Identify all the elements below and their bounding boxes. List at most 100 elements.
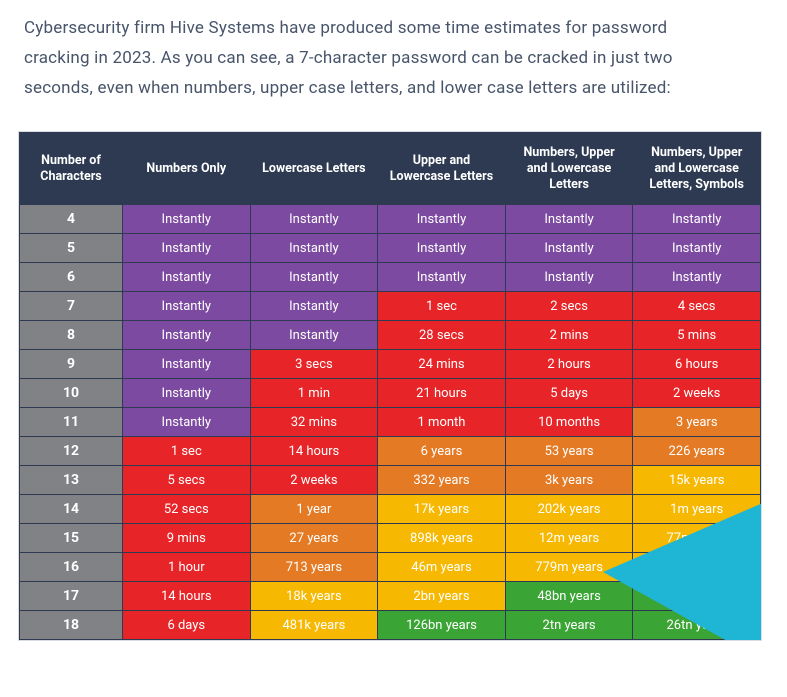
col-header: Upper and Lowercase Letters	[378, 133, 505, 204]
row-label: 4	[20, 205, 122, 233]
intro-paragraph: Cybersecurity firm Hive Systems have pro…	[0, 0, 740, 121]
time-cell: 2 secs	[506, 292, 633, 320]
time-cell: 9 mins	[123, 524, 250, 552]
time-cell: 17k years	[378, 495, 505, 523]
time-cell: Instantly	[506, 263, 633, 291]
time-cell: 14 hours	[251, 437, 378, 465]
time-cell: Instantly	[123, 379, 250, 407]
time-cell: 126bn years	[378, 611, 505, 639]
table-row: 5InstantlyInstantlyInstantlyInstantlyIns…	[20, 234, 760, 262]
time-cell: 1 year	[251, 495, 378, 523]
row-label: 16	[20, 553, 122, 581]
time-cell: 713 years	[251, 553, 378, 581]
table-row: 159 mins27 years898k years12m years77m y…	[20, 524, 760, 552]
table-body: 4InstantlyInstantlyInstantlyInstantlyIns…	[20, 205, 760, 639]
time-cell: Instantly	[251, 263, 378, 291]
table-row: 8InstantlyInstantly28 secs2 mins5 mins	[20, 321, 760, 349]
time-cell: Instantly	[251, 205, 378, 233]
col-header: Numbers, Upper and Lowercase Letters	[506, 133, 633, 204]
time-cell: 5bn years	[633, 553, 760, 581]
table-row: 6InstantlyInstantlyInstantlyInstantlyIns…	[20, 263, 760, 291]
time-cell: 18k years	[251, 582, 378, 610]
table-row: 186 days481k years126bn years2tn years26…	[20, 611, 760, 639]
time-cell: Instantly	[251, 234, 378, 262]
time-cell: Instantly	[506, 234, 633, 262]
time-cell: Instantly	[251, 321, 378, 349]
time-cell: Instantly	[378, 205, 505, 233]
table-row: 4InstantlyInstantlyInstantlyInstantlyIns…	[20, 205, 760, 233]
time-cell: 53 years	[506, 437, 633, 465]
time-cell: Instantly	[123, 321, 250, 349]
time-cell: 10 months	[506, 408, 633, 436]
time-cell: Instantly	[251, 292, 378, 320]
time-cell: Instantly	[123, 408, 250, 436]
table-row: 1714 hours18k years2bn years48bn years38…	[20, 582, 760, 610]
col-header-number-of-chars: Number of Characters	[20, 133, 122, 204]
time-cell: 2tn years	[506, 611, 633, 639]
time-cell: 2 weeks	[633, 379, 760, 407]
time-cell: 332 years	[378, 466, 505, 494]
time-cell: 2bn years	[378, 582, 505, 610]
time-cell: 202k years	[506, 495, 633, 523]
time-cell: 226 years	[633, 437, 760, 465]
time-cell: 46m years	[378, 553, 505, 581]
time-cell: Instantly	[378, 263, 505, 291]
table-row: 1452 secs1 year17k years202k years1m yea…	[20, 495, 760, 523]
time-cell: 14 hours	[123, 582, 250, 610]
time-cell: 21 hours	[378, 379, 505, 407]
col-header: Numbers, Upper and Lowercase Letters, Sy…	[633, 133, 760, 204]
time-cell: 4 secs	[633, 292, 760, 320]
table-row: 135 secs2 weeks332 years3k years15k year…	[20, 466, 760, 494]
row-label: 9	[20, 350, 122, 378]
time-cell: 481k years	[251, 611, 378, 639]
time-cell: 5 mins	[633, 321, 760, 349]
time-cell: Instantly	[506, 205, 633, 233]
time-cell: 1 sec	[123, 437, 250, 465]
row-label: 6	[20, 263, 122, 291]
table-row: 9Instantly3 secs24 mins2 hours6 hours	[20, 350, 760, 378]
time-cell: 5 days	[506, 379, 633, 407]
table-row: 11Instantly32 mins1 month10 months3 year…	[20, 408, 760, 436]
time-cell: Instantly	[378, 234, 505, 262]
table-row: 7InstantlyInstantly1 sec2 secs4 secs	[20, 292, 760, 320]
time-cell: 6 years	[378, 437, 505, 465]
time-cell: Instantly	[123, 350, 250, 378]
time-cell: Instantly	[633, 234, 760, 262]
time-cell: 1 month	[378, 408, 505, 436]
row-label: 11	[20, 408, 122, 436]
row-label: 8	[20, 321, 122, 349]
time-cell: 32 mins	[251, 408, 378, 436]
row-label: 18	[20, 611, 122, 639]
row-label: 10	[20, 379, 122, 407]
time-cell: 6 days	[123, 611, 250, 639]
time-cell: Instantly	[123, 263, 250, 291]
table-row: 10Instantly1 min21 hours5 days2 weeks	[20, 379, 760, 407]
row-label: 14	[20, 495, 122, 523]
row-label: 17	[20, 582, 122, 610]
time-cell: 24 mins	[378, 350, 505, 378]
row-label: 15	[20, 524, 122, 552]
time-cell: 1 hour	[123, 553, 250, 581]
time-cell: 15k years	[633, 466, 760, 494]
table-row: 121 sec14 hours6 years53 years226 years	[20, 437, 760, 465]
table-header: Number of CharactersNumbers OnlyLowercas…	[20, 133, 760, 204]
time-cell: 2 weeks	[251, 466, 378, 494]
time-cell: 12m years	[506, 524, 633, 552]
time-cell: 26tn years	[633, 611, 760, 639]
time-cell: 3k years	[506, 466, 633, 494]
time-cell: Instantly	[123, 292, 250, 320]
row-label: 12	[20, 437, 122, 465]
time-cell: 27 years	[251, 524, 378, 552]
password-crack-time-table: Number of CharactersNumbers OnlyLowercas…	[19, 132, 761, 640]
table-row: 161 hour713 years46m years779m years5bn …	[20, 553, 760, 581]
row-label: 5	[20, 234, 122, 262]
time-cell: 52 secs	[123, 495, 250, 523]
time-cell: 1 min	[251, 379, 378, 407]
time-cell: 5 secs	[123, 466, 250, 494]
time-cell: 1 sec	[378, 292, 505, 320]
password-table-container: Number of CharactersNumbers OnlyLowercas…	[18, 131, 762, 641]
col-header: Numbers Only	[123, 133, 250, 204]
time-cell: 3 years	[633, 408, 760, 436]
time-cell: 77m years	[633, 524, 760, 552]
time-cell: 6 hours	[633, 350, 760, 378]
